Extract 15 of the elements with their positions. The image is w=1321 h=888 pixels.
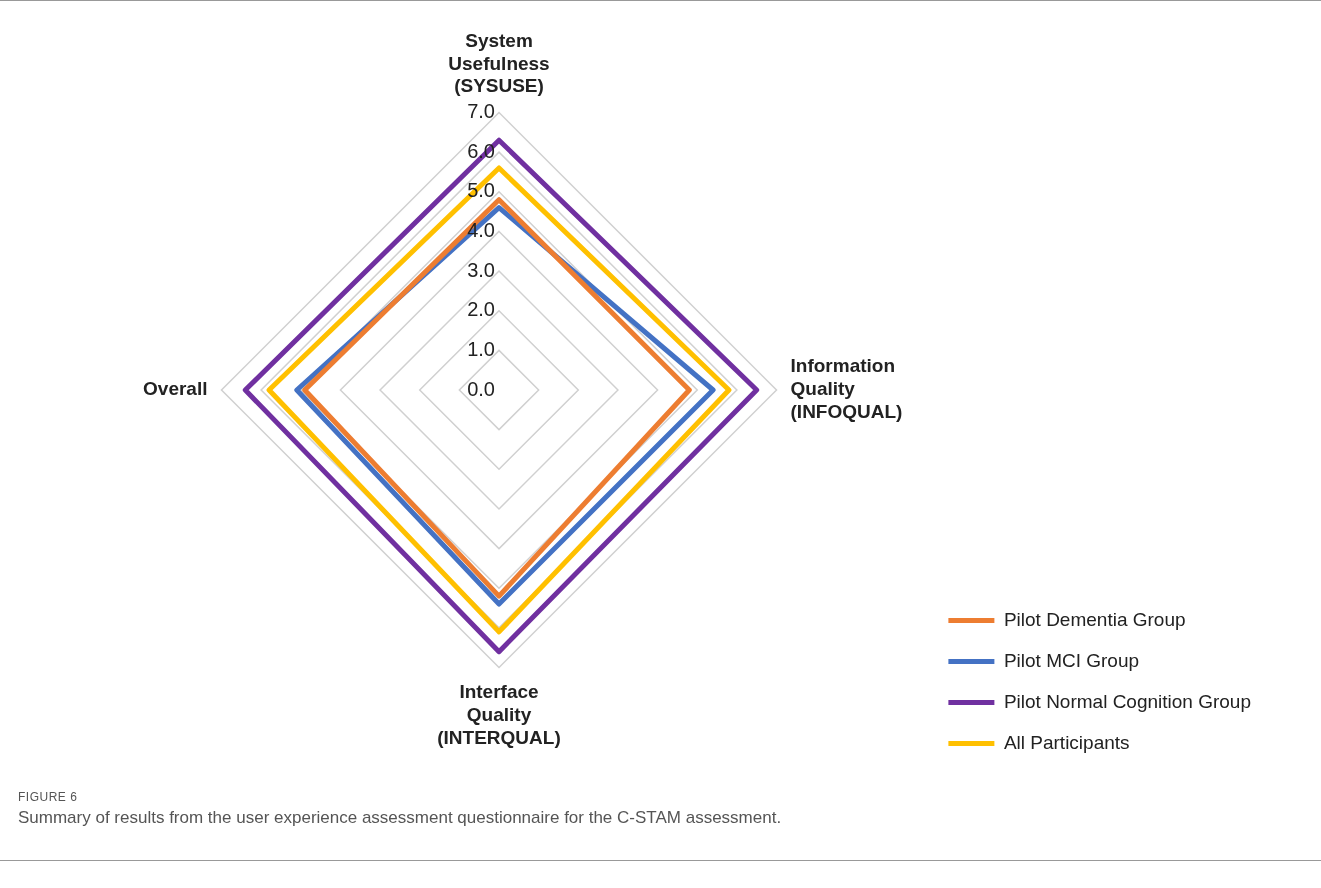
y-tick-label: 7.0 [467, 99, 495, 122]
spoke-label: System Usefulness (SYSUSE) [448, 29, 550, 97]
text: Summary of results from the user experience assessment questionnaire for the C-STAM assessment. [18, 808, 782, 828]
spoke-label: Interface Quality (INTERQUAL) [437, 681, 561, 748]
y-tick-label: 0.0 [467, 377, 495, 400]
y-tick-label: 1.0 [467, 337, 495, 360]
legend-label: Pilot Normal Cognition Group [1003, 690, 1252, 712]
spoke-label: Information Quality (INFOQUAL) [790, 355, 903, 423]
legend-label: Pilot Dementia Group [1003, 608, 1186, 630]
y-tick-label: 2.0 [467, 298, 495, 321]
caption: FIGURE 6 [18, 790, 79, 804]
legend-label: Pilot MCI Group [1003, 649, 1140, 671]
y-tick-label: 3.0 [467, 258, 495, 281]
spoke-label: Overall [143, 378, 208, 400]
legend-label: All Participants [1003, 731, 1130, 753]
